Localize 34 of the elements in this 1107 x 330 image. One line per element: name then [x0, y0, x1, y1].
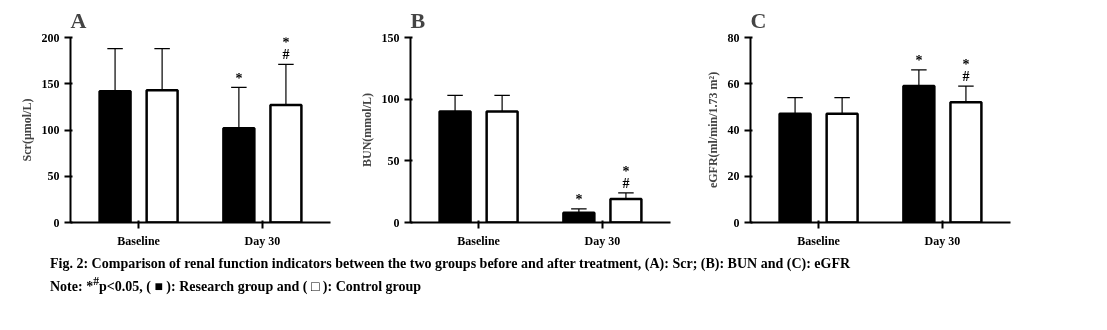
x-tick-label: Day 30	[584, 233, 621, 248]
annotation: *	[575, 192, 583, 208]
y-tick-label: 50	[47, 169, 60, 184]
y-axis-title: BUN(mmol/L)	[359, 93, 374, 167]
y-tick-label: 200	[41, 30, 60, 45]
annotation: * #	[622, 164, 630, 192]
y-tick-label: 150	[41, 76, 60, 91]
x-tick-label: Day 30	[924, 233, 961, 248]
annotation: *	[915, 53, 923, 69]
x-tick-label: Day 30	[244, 233, 281, 248]
y-tick-label: 150	[381, 30, 400, 45]
annotation: * #	[962, 57, 970, 85]
y-tick-label: 100	[381, 92, 400, 107]
y-axis-title: Scr(μmol/L)	[19, 98, 34, 162]
y-tick-label: 0	[733, 215, 740, 230]
y-tick-label: 80	[727, 30, 740, 45]
x-tick-label: Baseline	[457, 233, 501, 248]
chart-title: B	[410, 7, 426, 33]
y-tick-label: 60	[727, 76, 740, 91]
y-tick-label: 0	[53, 215, 60, 230]
y-tick-label: 20	[727, 169, 740, 184]
chart-title: C	[750, 7, 767, 33]
y-axis-title: eGFR(ml/min/1.73 m²)	[705, 71, 720, 189]
x-tick-label: Baseline	[117, 233, 161, 248]
chart-title: A	[70, 7, 87, 33]
y-tick-label: 100	[41, 123, 60, 137]
text: Note: *$^{#}$p<0.05, ( ■ ): Research group and ( □ ): Control group	[50, 275, 422, 294]
x-tick-label: Baseline	[797, 233, 841, 248]
annotation: *	[235, 70, 243, 86]
annotation: * #	[282, 35, 290, 63]
y-tick-label: 0	[393, 215, 400, 230]
y-tick-label: 50	[387, 153, 400, 168]
y-tick-label: 40	[727, 123, 740, 137]
caption: Fig. 2: Comparison of renal function indicators between the two groups before and after treatment, (A): Scr; (B): BUN and (C): eGFR	[50, 256, 851, 271]
